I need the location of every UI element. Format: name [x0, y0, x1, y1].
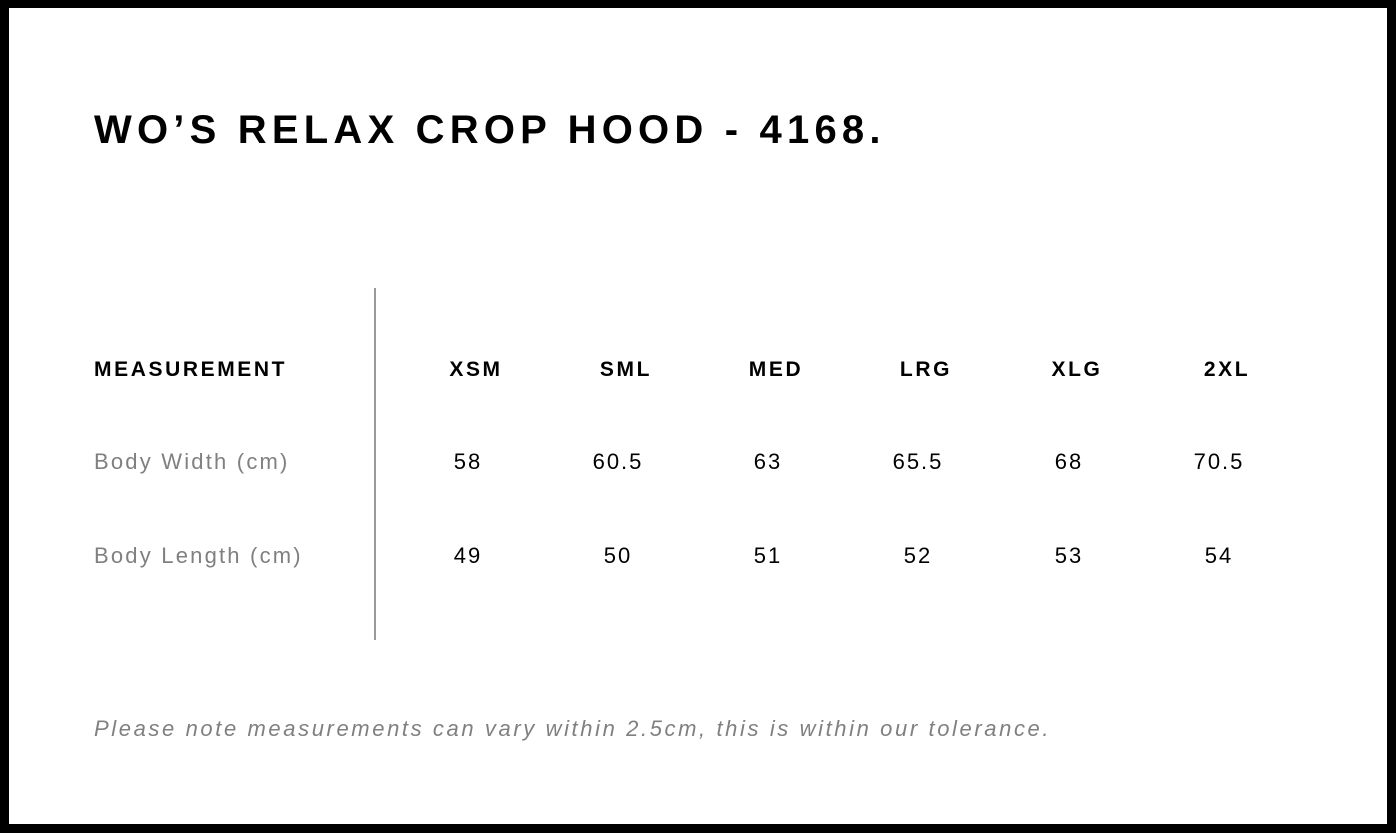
header-size-med: MED [748, 358, 804, 381]
header-measurement: MEASUREMENT [94, 358, 288, 381]
table-cell: 51 [753, 543, 783, 568]
table-cell: 52 [903, 543, 933, 568]
table-cell: 53 [1054, 543, 1084, 568]
row-label-body-width: Body Width (cm) [94, 449, 290, 474]
header-size-sml: SML [599, 358, 653, 381]
table-cell: 49 [453, 543, 483, 568]
header-size-lrg: LRG [899, 358, 953, 381]
header-size-xsm: XSM [449, 358, 503, 381]
page-title: WO’S RELAX CROP HOOD - 4168. [94, 108, 886, 152]
column-divider [374, 288, 376, 640]
table-cell: 54 [1204, 543, 1234, 568]
row-label-body-length: Body Length (cm) [94, 543, 303, 568]
table-cell: 68 [1054, 449, 1084, 474]
table-cell: 63 [753, 449, 783, 474]
table-cell: 58 [453, 449, 483, 474]
table-cell: 50 [603, 543, 633, 568]
table-cell: 60.5 [592, 449, 644, 474]
table-cell: 65.5 [892, 449, 944, 474]
table-cell: 70.5 [1193, 449, 1245, 474]
header-size-2xl: 2XL [1203, 358, 1251, 381]
header-size-xlg: XLG [1051, 358, 1103, 381]
size-chart: WO’S RELAX CROP HOOD - 4168. MEASUREMENT… [9, 8, 1387, 824]
tolerance-note: Please note measurements can vary within… [94, 716, 1052, 741]
